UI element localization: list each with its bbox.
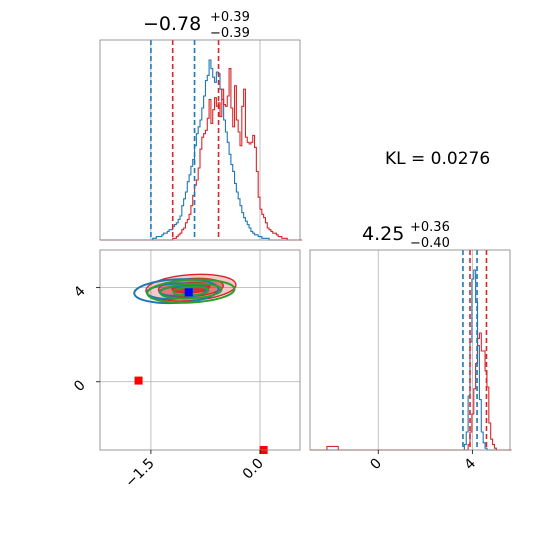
joint-frame <box>99 249 301 451</box>
contour-mid-2 <box>159 282 223 300</box>
top-hist-series-1 <box>100 68 302 241</box>
contour-outer-2 <box>146 278 236 304</box>
param1-title: 4.25 <box>362 223 404 245</box>
joint-panel: −1.5 0.0 0 4 <box>71 249 301 491</box>
right-xtick-label: 0 <box>367 456 385 474</box>
joint-marker-1 <box>134 376 143 385</box>
joint-xtick-label: 0.0 <box>240 456 267 483</box>
param0-title-plus: +0.39 <box>210 10 250 25</box>
right-hist-series-0 <box>310 269 512 451</box>
top-hist-series-0 <box>100 59 302 241</box>
right-frame <box>309 249 511 451</box>
param1-title-minus: −0.40 <box>410 236 450 251</box>
joint-ytick-label: 4 <box>71 283 89 301</box>
param1-title-plus: +0.36 <box>410 220 450 235</box>
joint-ytick-label: 0 <box>71 377 89 395</box>
joint-xtick-label: −1.5 <box>122 456 157 491</box>
hist-param0-panel <box>99 39 302 241</box>
param0-title-minus: −0.39 <box>210 26 250 41</box>
kl-label: KL = 0.0276 <box>385 149 490 169</box>
param0-title: −0.78 <box>143 13 201 35</box>
top-frame <box>99 39 301 241</box>
right-xtick-label: 4 <box>462 455 480 473</box>
joint-marker-0 <box>184 288 193 297</box>
